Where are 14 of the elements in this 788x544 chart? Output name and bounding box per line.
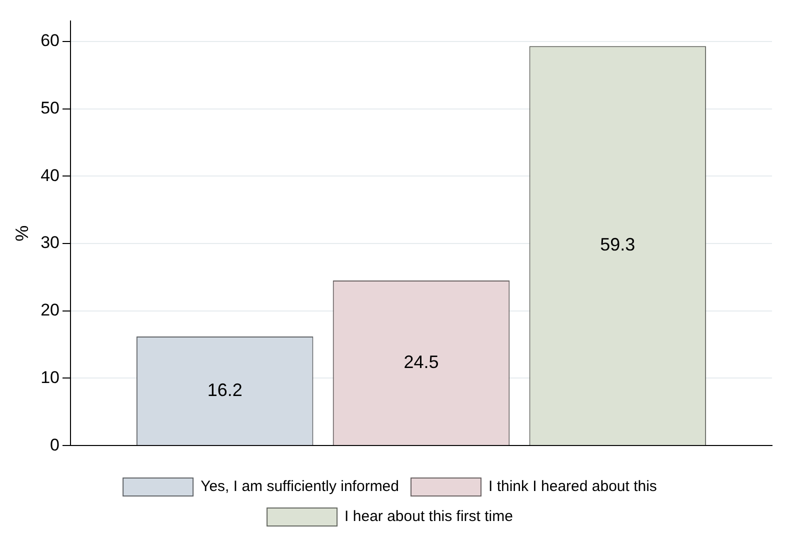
data-label: 59.3 xyxy=(600,234,636,255)
y-tick-label: 40 xyxy=(40,166,60,185)
legend-label: I hear about this first time xyxy=(344,508,513,526)
y-tick-label: 10 xyxy=(40,368,60,387)
y-tick-label: 50 xyxy=(40,98,60,118)
legend-label: I think I heared about this xyxy=(488,478,657,496)
legend-label: Yes, I am sufficiently informed xyxy=(200,478,399,496)
y-tick-label: 30 xyxy=(40,233,60,252)
data-label: 24.5 xyxy=(404,352,439,372)
y-tick-label: 0 xyxy=(50,435,60,454)
y-tick-label: 60 xyxy=(40,31,60,50)
y-axis-title: % xyxy=(12,225,32,242)
data-label: 16.2 xyxy=(207,380,242,400)
y-tick-label: 20 xyxy=(40,300,60,320)
